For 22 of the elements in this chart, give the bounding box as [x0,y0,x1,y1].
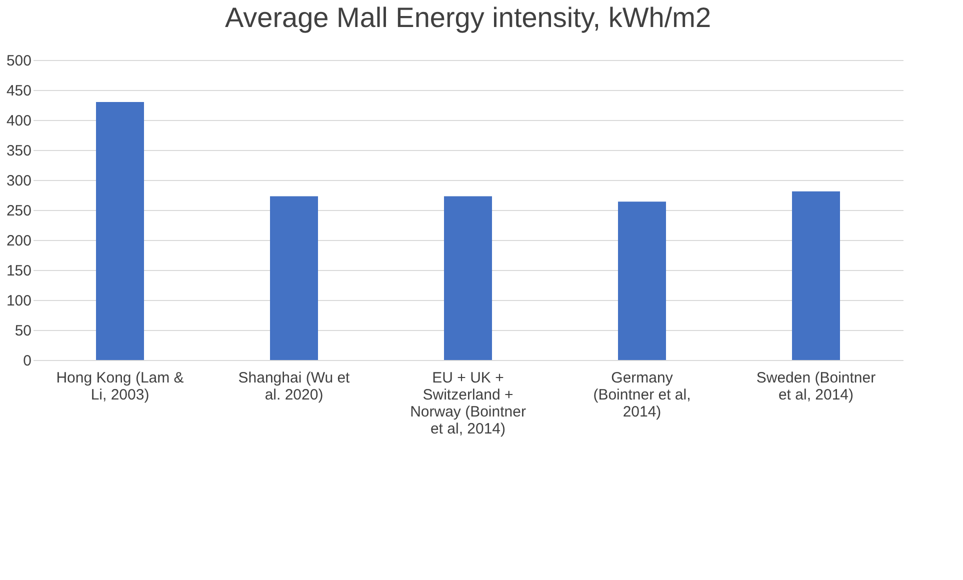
y-tick-label: 100 [6,292,32,310]
bar [618,202,666,360]
y-tick-label: 0 [23,352,32,370]
y-tick-label: 400 [6,112,32,130]
y-tick-label: 200 [6,232,32,250]
y-tick-label: 350 [6,142,32,160]
x-tick-label: Shanghai (Wu et al. 2020) [238,370,351,404]
x-tick-label: Hong Kong (Lam & Li, 2003) [56,370,184,404]
bar [444,196,492,360]
bar [270,196,318,360]
bar [792,191,840,360]
x-tick-label: Germany (Bointner et al, 2014) [593,370,691,420]
y-tick-label: 50 [14,322,32,340]
y-tick-label: 150 [6,262,32,280]
y-tick-label: 250 [6,202,32,220]
y-tick-label: 500 [6,52,32,70]
y-tick-label: 300 [6,172,32,190]
chart-title: Average Mall Energy intensity, kWh/m2 [224,2,712,33]
x-tick-label: Sweden (Bointner et al, 2014) [756,370,876,404]
x-tick-label: EU + UK + Switzerland + Norway (Bointner et al, 2014) [410,370,526,438]
y-tick-label: 450 [6,82,32,100]
bar [96,102,144,360]
